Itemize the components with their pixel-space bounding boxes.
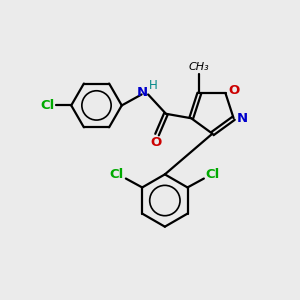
Text: O: O	[150, 136, 161, 148]
Text: Cl: Cl	[40, 99, 55, 112]
Text: Cl: Cl	[110, 169, 124, 182]
Text: H: H	[149, 79, 158, 92]
Text: CH₃: CH₃	[189, 62, 210, 73]
Text: N: N	[237, 112, 248, 125]
Text: N: N	[137, 86, 148, 100]
Text: Cl: Cl	[206, 169, 220, 182]
Text: O: O	[228, 84, 239, 98]
